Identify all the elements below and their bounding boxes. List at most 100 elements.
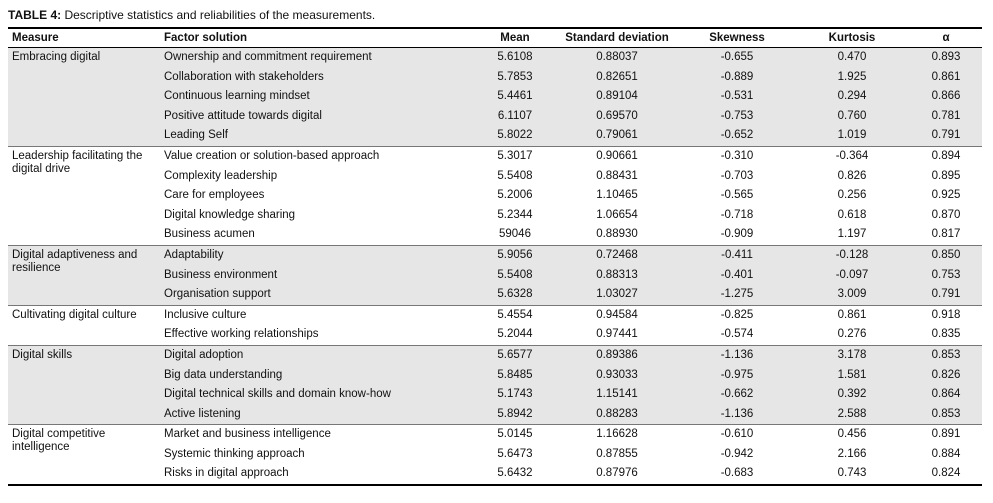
factor-cell: Risks in digital approach	[164, 467, 289, 480]
table-row: Active listening 5.8942 0.88283 -1.136 2.588…	[8, 404, 982, 425]
value-cell: 0.893	[910, 47, 982, 68]
value-cell: 0.79061	[554, 126, 680, 147]
value-cell: 0.618	[837, 208, 867, 221]
factor-cell: Market and business intelligence	[160, 424, 476, 445]
value-cell: 5.3017	[476, 145, 554, 167]
value-cell: -0.655	[680, 47, 794, 68]
value-cell: 0.69570	[554, 106, 680, 127]
table-row: Business environment 5.5408 0.88313 -0.401-…	[8, 265, 982, 286]
value-cell: 3.009	[794, 285, 910, 306]
value-cell: 0.88930	[596, 228, 638, 241]
measure-cell: Embracing digital	[8, 47, 160, 147]
statistics-table: Measure Factor solution Mean Standard devia…	[8, 27, 982, 487]
value-cell: 0.88313	[554, 265, 680, 286]
column-header: Factor solution	[160, 28, 476, 48]
table-row: Effective working relationships 5.2044 0.9…	[8, 325, 982, 345]
value-cell: -0.364	[794, 145, 910, 167]
value-cell: 0.853	[910, 344, 982, 366]
value-cell: 0.826	[910, 365, 982, 386]
factor-cell: Digital adoption	[160, 344, 476, 366]
factor-cell: Business acumen	[164, 228, 255, 241]
value-cell: 0.89104	[554, 87, 680, 107]
table-body: Embracing digital Ownership and commitmen…	[8, 47, 982, 486]
table-row: Systemic thinking approach 5.6473 0.87855 -…	[8, 445, 982, 465]
value-cell: -0.909	[720, 228, 754, 241]
value-cell: 5.0145	[476, 424, 554, 445]
value-cell: 0.791	[910, 285, 982, 306]
value-cell: 0.94584	[554, 304, 680, 326]
value-cell: 5.2006	[497, 189, 533, 202]
value-cell: -0.411	[680, 244, 794, 266]
value-cell: 3.178	[794, 344, 910, 366]
value-cell: 0.753	[910, 265, 982, 286]
table-row: Leadership facilitating the digital driv…	[8, 145, 982, 246]
value-cell: 5.5408	[497, 169, 533, 182]
value-cell: 5.6108	[476, 47, 554, 68]
value-cell: 0.89386	[554, 344, 680, 366]
caption-text: Descriptive statistics and reliabilities…	[64, 8, 376, 22]
value-cell: 0.850	[910, 244, 982, 266]
value-cell: 5.4461	[476, 87, 554, 107]
column-header: α	[910, 28, 982, 48]
table-row: Collaboration with stakeholders 5.7853 0.8…	[8, 67, 982, 88]
value-cell: 0.861	[910, 67, 982, 88]
value-cell: 0.817	[931, 228, 961, 241]
column-header: Measure	[8, 28, 160, 48]
table-row: Business acumen 59046 0.88930 -0.909 1.197 0.…	[8, 225, 982, 245]
value-cell: 0.925	[931, 189, 961, 202]
factor-cell: Leading Self	[160, 126, 476, 147]
factor-cell: Value creation or solution-based approac…	[160, 145, 476, 167]
table-row: Digital skills Digital adoption 5.6577 0.89…	[8, 344, 982, 425]
factor-cell: Digital knowledge sharing	[164, 208, 296, 221]
value-cell: -0.097	[794, 265, 910, 286]
value-cell: 0.392	[794, 385, 910, 405]
table-row: Cultivating digital culture Inclusive cul…	[8, 304, 982, 346]
value-cell: 5.6577	[476, 344, 554, 366]
value-cell: 5.8022	[476, 126, 554, 147]
value-cell: 0.918	[910, 304, 982, 326]
value-cell: -0.128	[794, 244, 910, 266]
value-cell: 0.891	[910, 424, 982, 445]
header-row: Measure Factor solution Mean Standard devia…	[8, 28, 982, 48]
value-cell: -0.718	[720, 208, 754, 221]
table-row: Big data understanding 5.8485 0.93033 -0.97…	[8, 365, 982, 386]
value-cell: -1.136	[680, 344, 794, 366]
factor-cell: Systemic thinking approach	[164, 447, 305, 460]
value-cell: -1.136	[680, 404, 794, 425]
value-cell: -0.975	[680, 365, 794, 386]
table-row: Care for employees 5.2006 1.10465 -0.565 0.2…	[8, 186, 982, 206]
column-header: Mean	[476, 28, 554, 48]
factor-cell: Collaboration with stakeholders	[160, 67, 476, 88]
value-cell: 1.15141	[554, 385, 680, 405]
value-cell: 0.90661	[554, 145, 680, 167]
value-cell: -0.942	[720, 447, 754, 460]
value-cell: 5.8942	[476, 404, 554, 425]
value-cell: 1.019	[794, 126, 910, 147]
value-cell: 5.9056	[476, 244, 554, 266]
value-cell: 1.197	[837, 228, 867, 241]
factor-cell: Adaptability	[160, 244, 476, 266]
value-cell: -0.531	[680, 87, 794, 107]
value-cell: 5.4554	[476, 304, 554, 326]
value-cell: -0.310	[680, 145, 794, 167]
value-cell: 5.8485	[476, 365, 554, 386]
factor-cell: Digital technical skills and domain know…	[160, 385, 476, 405]
measure-cell: Digital skills	[8, 344, 160, 425]
measure-cell: Cultivating digital culture	[8, 304, 160, 346]
value-cell: 5.6473	[497, 447, 533, 460]
factor-cell: Inclusive culture	[160, 304, 476, 326]
value-cell: 0.87976	[596, 467, 638, 480]
value-cell: 0.895	[931, 169, 961, 182]
factor-cell: Complexity leadership	[164, 169, 278, 182]
value-cell: 0.781	[910, 106, 982, 127]
value-cell: 0.824	[931, 467, 961, 480]
value-cell: 0.97441	[596, 328, 638, 341]
factor-cell: Active listening	[160, 404, 476, 425]
value-cell: -0.610	[680, 424, 794, 445]
value-cell: -0.703	[720, 169, 754, 182]
value-cell: 59046	[499, 228, 531, 241]
factor-cell: Positive attitude towards digital	[160, 106, 476, 127]
factor-cell: Care for employees	[164, 189, 265, 202]
value-cell: 1.03027	[554, 285, 680, 306]
